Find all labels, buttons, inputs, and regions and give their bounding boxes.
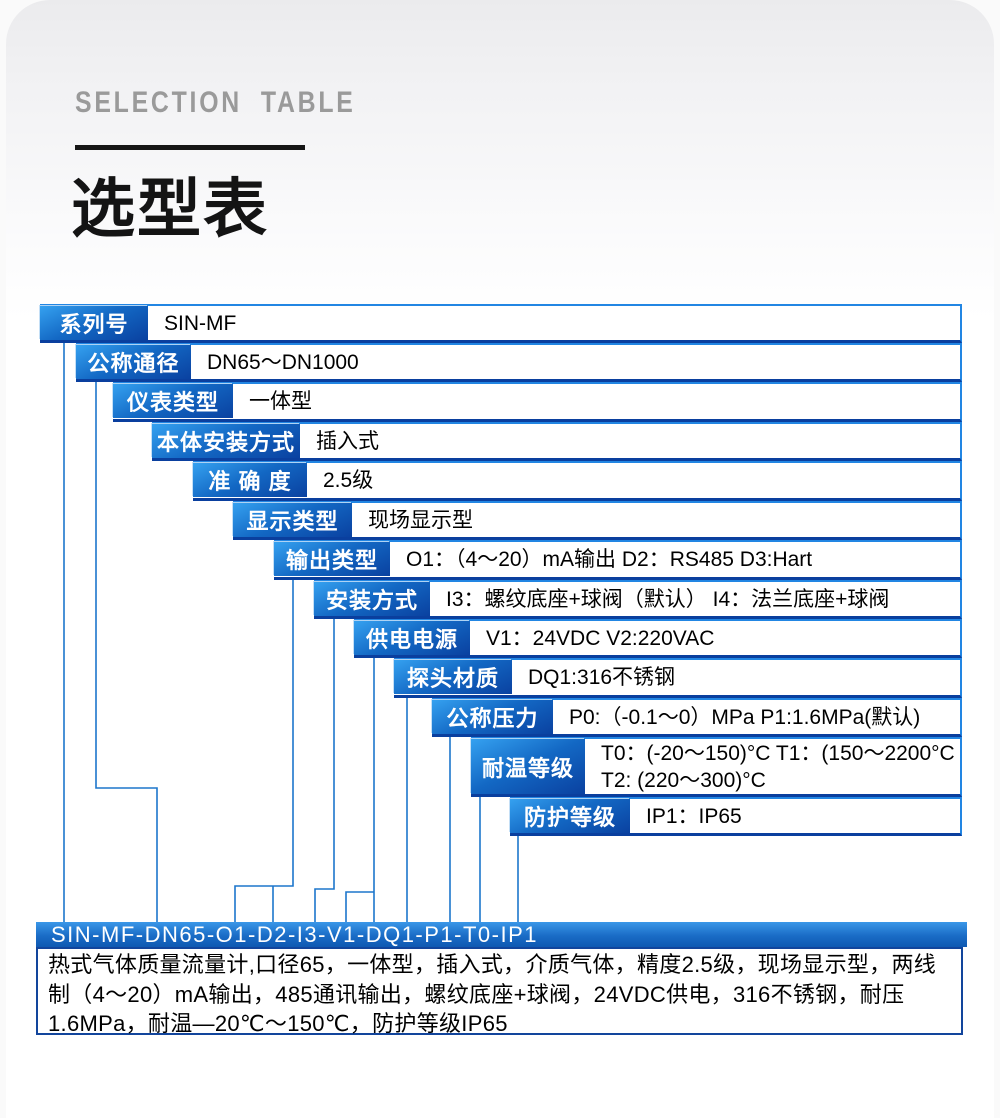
spec-value: DN65～DN1000 <box>207 350 359 374</box>
spec-label: 准 确 度 <box>193 463 307 497</box>
spec-value: SIN-MF <box>164 311 237 335</box>
page-title: 选型表 <box>71 173 269 245</box>
spec-value: O1：（4～20）mA输出 D2：RS485 D3:Hart <box>406 548 813 571</box>
spec-row-protection-rating: 防护等级 IP1：IP65 <box>510 797 962 836</box>
spec-row-nominal-pressure: 公称压力 P0:（-0.1～0）MPa P1:1.6MPa(默认) <box>432 698 962 737</box>
spec-value: T0：(-20～150)°C T1：(150～2200°C T2: (220～3… <box>601 741 955 792</box>
spec-label: 防护等级 <box>510 799 630 833</box>
spec-label: 探头材质 <box>394 660 512 694</box>
spec-label: 本体安装方式 <box>152 424 300 458</box>
spec-label: 供电电源 <box>354 621 470 655</box>
spec-value: 2.5级 <box>323 469 374 492</box>
spec-row-display-type: 显示类型 现场显示型 <box>233 501 962 540</box>
spec-value: 现场显示型 <box>368 508 473 532</box>
spec-row-series: 系列号 SIN-MF <box>40 304 962 343</box>
spec-value: 一体型 <box>249 390 312 413</box>
description-text: 热式气体质量流量计,口径65，一体型，插入式，介质气体，精度2.5级，现场显示型… <box>48 952 937 1036</box>
spec-label: 输出类型 <box>274 542 390 576</box>
description-box: 热式气体质量流量计,口径65，一体型，插入式，介质气体，精度2.5级，现场显示型… <box>36 947 963 1036</box>
spec-label: 公称压力 <box>432 700 553 734</box>
result-code-bar: SIN-MF-DN65-O1-D2-I3-V1-DQ1-P1-T0-IP1 <box>36 922 967 947</box>
spec-value: V1：24VDC V2:220VAC <box>486 626 715 650</box>
spec-row-temperature-rating: 耐温等级 T0：(-20～150)°C T1：(150～2200°C T2: (… <box>471 737 962 797</box>
spec-row-nominal-diameter: 公称通径 DN65～DN1000 <box>76 343 962 382</box>
result-code: SIN-MF-DN65-O1-D2-I3-V1-DQ1-P1-T0-IP1 <box>51 921 539 947</box>
spec-row-instrument-type: 仪表类型 一体型 <box>113 382 962 422</box>
spec-row-body-mounting: 本体安装方式 插入式 <box>152 422 962 461</box>
spec-label: 公称通径 <box>76 345 191 379</box>
spec-row-power-supply: 供电电源 V1：24VDC V2:220VAC <box>354 619 962 658</box>
section-label: SELECTION TABLE <box>75 86 356 119</box>
spec-value: 插入式 <box>316 429 379 453</box>
spec-label: 安装方式 <box>314 582 430 616</box>
title-underline <box>75 145 305 150</box>
spec-row-accuracy: 准 确 度 2.5级 <box>193 461 962 501</box>
spec-label: 显示类型 <box>233 503 352 537</box>
spec-row-install-method: 安装方式 I3：螺纹底座+球阀（默认） I4：法兰底座+球阀 <box>314 580 962 619</box>
spec-label: 仪表类型 <box>113 384 233 418</box>
spec-label: 系列号 <box>40 306 148 340</box>
spec-row-output-type: 输出类型 O1：（4～20）mA输出 D2：RS485 D3:Hart <box>274 540 962 580</box>
spec-row-probe-material: 探头材质 DQ1:316不锈钢 <box>394 658 962 698</box>
spec-value: IP1：IP65 <box>646 804 742 828</box>
spec-value: DQ1:316不锈钢 <box>528 666 676 689</box>
spec-value: I3：螺纹底座+球阀（默认） I4：法兰底座+球阀 <box>446 587 890 611</box>
spec-label: 耐温等级 <box>471 739 585 794</box>
spec-value: P0:（-0.1～0）MPa P1:1.6MPa(默认) <box>569 705 921 729</box>
